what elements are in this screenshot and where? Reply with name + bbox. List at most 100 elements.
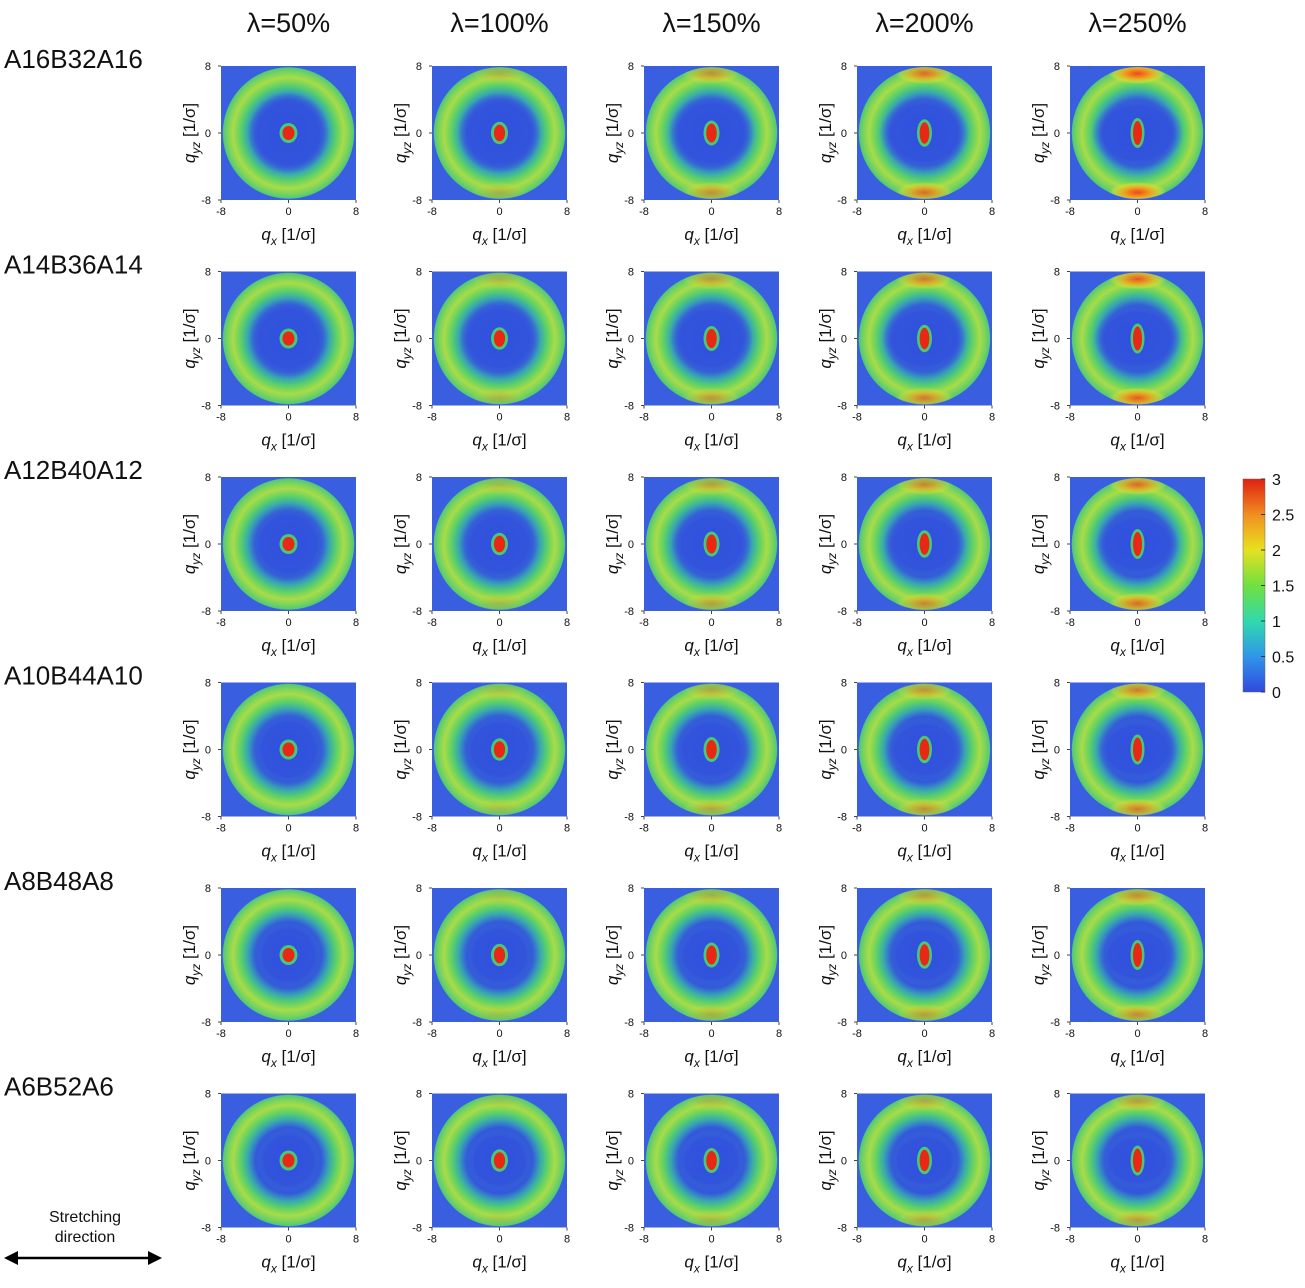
x-tick-label: 0: [921, 823, 927, 835]
y-tick-label: -8: [412, 195, 422, 207]
y-tick-label: -8: [624, 812, 634, 824]
axis-label: qyz [1/σ]: [180, 308, 203, 368]
y-tick-label: 8: [205, 267, 211, 279]
scattering-panel: -8 -8 0 0 8 8 qx [1/σ] qyz [1/σ]: [1029, 883, 1208, 1070]
row-label: A6B52A6: [4, 1072, 114, 1102]
scattering-panel: -8 -8 0 0 8 8 qx [1/σ] qyz [1/σ]: [816, 883, 995, 1070]
axis-label: qyz [1/σ]: [816, 925, 839, 985]
x-tick-label: 0: [708, 412, 714, 424]
axis-label: qyz [1/σ]: [391, 1130, 414, 1190]
y-tick-label: 0: [1054, 539, 1060, 551]
x-tick-label: 0: [1134, 1028, 1140, 1040]
y-tick-label: -8: [624, 1223, 634, 1235]
x-tick-label: -8: [427, 1234, 437, 1246]
axis-label: qyz [1/σ]: [603, 925, 626, 985]
scattering-panel: -8 -8 0 0 8 8 qx [1/σ] qyz [1/σ]: [391, 267, 570, 454]
y-tick-label: 8: [841, 1089, 847, 1101]
y-tick-label: 8: [841, 678, 847, 690]
y-tick-label: 8: [416, 883, 422, 895]
scattering-panel: -8 -8 0 0 8 8 qx [1/σ] qyz [1/σ]: [816, 1089, 995, 1276]
x-tick-label: -8: [216, 206, 226, 218]
x-tick-label: 0: [708, 823, 714, 835]
y-tick-label: 0: [205, 334, 211, 346]
x-tick-label: 8: [1202, 412, 1208, 424]
axis-label: qyz [1/σ]: [391, 719, 414, 779]
y-tick-label: 0: [1054, 950, 1060, 962]
axis-label: qyz [1/σ]: [391, 925, 414, 985]
y-tick-label: 8: [1054, 678, 1060, 690]
axis-label: qyz [1/σ]: [603, 308, 626, 368]
x-tick-label: 8: [564, 412, 570, 424]
axis-label: qyz [1/σ]: [180, 719, 203, 779]
row-label: A8B48A8: [4, 866, 114, 896]
x-tick-label: 8: [1202, 1028, 1208, 1040]
x-tick-label: 8: [1202, 617, 1208, 629]
x-tick-label: -8: [427, 823, 437, 835]
axis-label: qyz [1/σ]: [391, 103, 414, 163]
axis-label: qyz [1/σ]: [180, 514, 203, 574]
axis-label: qx [1/σ]: [261, 842, 315, 865]
y-tick-label: 0: [628, 745, 634, 757]
axis-label: qyz [1/σ]: [391, 514, 414, 574]
y-tick-label: 0: [205, 745, 211, 757]
annotation: Stretching: [49, 1209, 121, 1226]
center-peak: [493, 1152, 506, 1169]
y-tick-label: 8: [1054, 61, 1060, 73]
x-tick-label: 0: [496, 412, 502, 424]
center-peak: [282, 126, 295, 140]
axis-label: qx [1/σ]: [684, 225, 738, 248]
x-tick-label: 8: [353, 823, 359, 835]
y-tick-label: 8: [1054, 1089, 1060, 1101]
x-tick-label: -8: [852, 1028, 862, 1040]
y-tick-label: 0: [841, 745, 847, 757]
center-peak: [1133, 1148, 1142, 1173]
axis-label: qyz [1/σ]: [816, 308, 839, 368]
scattering-panel: -8 -8 0 0 8 8 qx [1/σ] qyz [1/σ]: [603, 61, 782, 248]
x-tick-label: 8: [353, 412, 359, 424]
scattering-panel: -8 -8 0 0 8 8 qx [1/σ] qyz [1/σ]: [603, 267, 782, 454]
y-tick-label: -8: [1050, 401, 1060, 413]
center-peak: [1133, 532, 1142, 556]
y-tick-label: 8: [416, 472, 422, 484]
y-tick-label: 8: [205, 1089, 211, 1101]
scattering-panel: -8 -8 0 0 8 8 qx [1/σ] qyz [1/σ]: [816, 472, 995, 659]
row-label: A10B44A10: [4, 661, 143, 691]
center-peak: [706, 740, 717, 759]
center-peak: [282, 1153, 295, 1168]
center-peak: [706, 329, 717, 348]
x-tick-label: 0: [285, 1028, 291, 1040]
x-tick-label: 8: [1202, 206, 1208, 218]
x-tick-label: -8: [852, 412, 862, 424]
scattering-panel: -8 -8 0 0 8 8 qx [1/σ] qyz [1/σ]: [180, 1089, 359, 1276]
x-tick-label: 0: [1134, 1234, 1140, 1246]
y-tick-label: -8: [1050, 1017, 1060, 1029]
y-tick-label: 8: [628, 61, 634, 73]
center-peak: [1133, 943, 1142, 967]
y-tick-label: 8: [628, 1089, 634, 1101]
y-tick-label: -8: [837, 1017, 847, 1029]
y-tick-label: 0: [628, 950, 634, 962]
center-peak: [919, 327, 930, 350]
x-tick-label: 8: [564, 206, 570, 218]
x-tick-label: 0: [285, 823, 291, 835]
scattering-panel: -8 -8 0 0 8 8 qx [1/σ] qyz [1/σ]: [180, 472, 359, 659]
center-peak: [1133, 121, 1142, 145]
axis-label: qyz [1/σ]: [391, 308, 414, 368]
x-tick-label: 0: [285, 617, 291, 629]
y-tick-label: 0: [205, 128, 211, 140]
axis-label: qx [1/σ]: [261, 225, 315, 248]
x-tick-label: -8: [639, 1234, 649, 1246]
y-tick-label: -8: [624, 1017, 634, 1029]
x-tick-label: 8: [353, 1028, 359, 1040]
x-tick-label: 0: [708, 617, 714, 629]
x-tick-label: 8: [564, 617, 570, 629]
axis-label: qx [1/σ]: [1110, 842, 1164, 865]
axis-label: qx [1/σ]: [897, 225, 951, 248]
x-tick-label: -8: [216, 1234, 226, 1246]
axis-label: qyz [1/σ]: [1029, 1130, 1052, 1190]
scattering-panel: -8 -8 0 0 8 8 qx [1/σ] qyz [1/σ]: [180, 61, 359, 248]
x-tick-label: 8: [353, 617, 359, 629]
column-header: λ=150%: [662, 8, 760, 38]
axis-label: qx [1/σ]: [1110, 225, 1164, 248]
